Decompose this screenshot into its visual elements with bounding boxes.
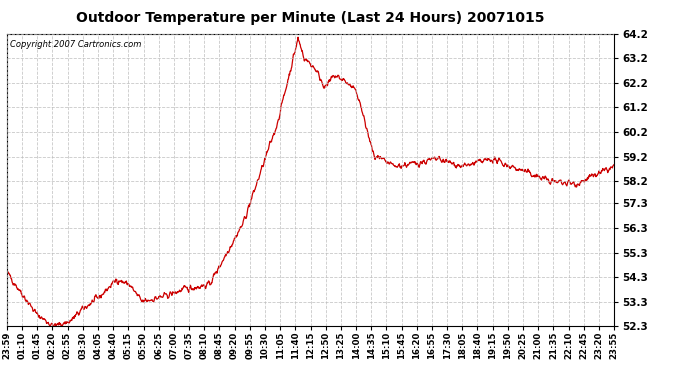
Text: Outdoor Temperature per Minute (Last 24 Hours) 20071015: Outdoor Temperature per Minute (Last 24 … — [77, 11, 544, 25]
Text: Copyright 2007 Cartronics.com: Copyright 2007 Cartronics.com — [10, 40, 141, 49]
